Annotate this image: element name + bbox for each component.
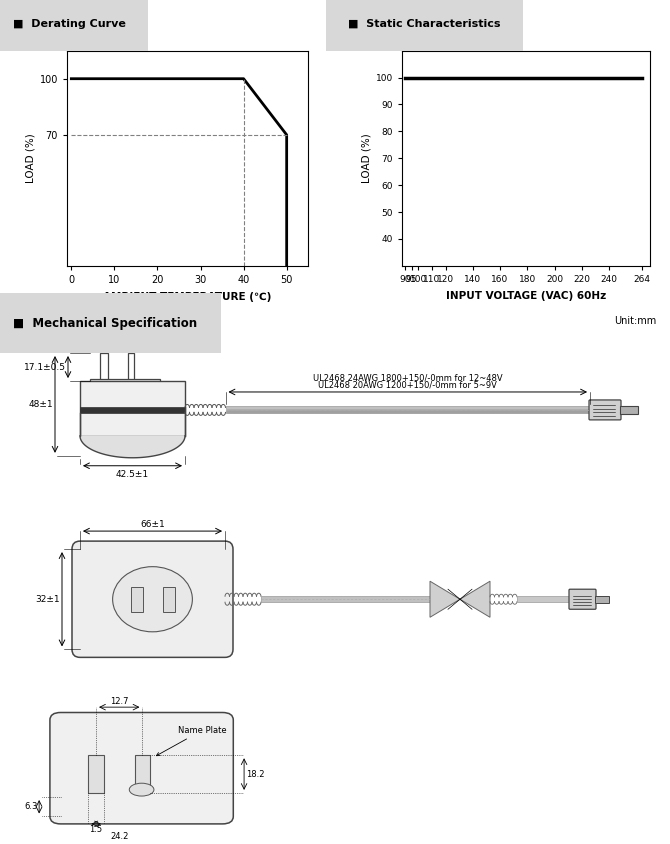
Text: 6.3: 6.3 (24, 803, 38, 811)
Bar (517, 596, 570, 603)
Bar (90, 379, 160, 399)
Text: 17.1±0.5: 17.1±0.5 (24, 363, 66, 371)
Bar (163, 587, 174, 612)
FancyBboxPatch shape (72, 541, 233, 657)
Y-axis label: LOAD (%): LOAD (%) (25, 133, 36, 183)
Text: ■  Mechanical Specification: ■ Mechanical Specification (13, 316, 198, 329)
Text: 1.5: 1.5 (90, 825, 103, 834)
FancyBboxPatch shape (589, 400, 621, 419)
Text: 42.5±1: 42.5±1 (116, 470, 149, 479)
Polygon shape (460, 582, 490, 617)
Ellipse shape (113, 566, 192, 632)
Text: 48±1: 48±1 (28, 400, 53, 409)
Y-axis label: LOAD (%): LOAD (%) (362, 133, 372, 183)
Text: 12.7: 12.7 (110, 697, 129, 706)
Bar (135, 755, 150, 793)
Bar (261, 596, 430, 603)
Text: ■  Static Characteristics: ■ Static Characteristics (348, 19, 501, 29)
Text: UL2468 20AWG 1200+150/-0mm for 5~9V: UL2468 20AWG 1200+150/-0mm for 5~9V (318, 381, 497, 390)
X-axis label: INPUT VOLTAGE (VAC) 60Hz: INPUT VOLTAGE (VAC) 60Hz (446, 291, 606, 300)
Text: 24.2: 24.2 (110, 832, 129, 841)
Bar (226, 410, 590, 413)
Text: 2 Pole USA plug: 2 Pole USA plug (99, 336, 171, 345)
Polygon shape (430, 582, 460, 617)
Bar (100, 353, 108, 381)
Text: ■  Derating Curve: ■ Derating Curve (13, 19, 126, 29)
X-axis label: AMBIENT TEMPERATURE (℃): AMBIENT TEMPERATURE (℃) (103, 292, 272, 302)
Text: Name Plate: Name Plate (156, 726, 226, 755)
Text: UL2468 24AWG 1800+150/-0mm for 12~48V: UL2468 24AWG 1800+150/-0mm for 12~48V (313, 374, 502, 383)
Bar (80, 381, 185, 436)
Text: 32±1: 32±1 (36, 595, 60, 603)
FancyBboxPatch shape (50, 712, 233, 824)
FancyBboxPatch shape (569, 589, 596, 609)
Polygon shape (80, 436, 185, 457)
Bar (620, 406, 638, 414)
Bar (131, 587, 143, 612)
Bar (128, 353, 134, 381)
Text: Unit:mm: Unit:mm (614, 316, 657, 327)
Text: 66±1: 66±1 (140, 520, 165, 529)
Bar (226, 407, 590, 409)
Bar (88, 755, 104, 793)
Text: 18.2: 18.2 (246, 770, 264, 779)
Bar (80, 407, 185, 413)
Ellipse shape (129, 783, 154, 796)
Bar (595, 596, 609, 603)
